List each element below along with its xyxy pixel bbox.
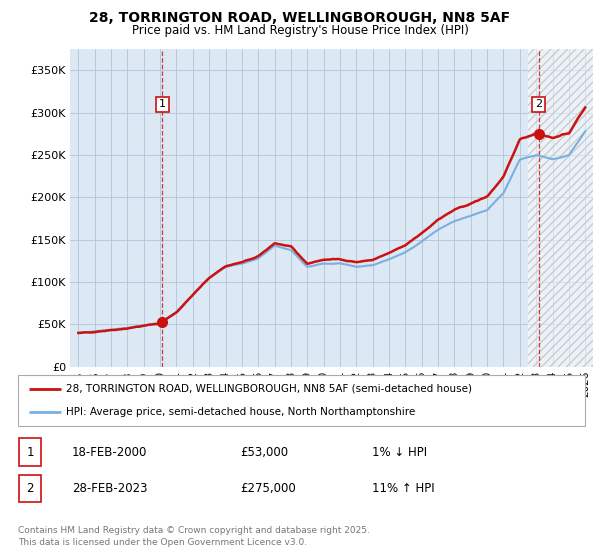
Text: 28-FEB-2023: 28-FEB-2023	[72, 482, 148, 495]
FancyBboxPatch shape	[19, 438, 41, 466]
Text: 1% ↓ HPI: 1% ↓ HPI	[372, 446, 427, 459]
Text: Contains HM Land Registry data © Crown copyright and database right 2025.
This d: Contains HM Land Registry data © Crown c…	[18, 526, 370, 547]
Text: £53,000: £53,000	[240, 446, 288, 459]
Text: 18-FEB-2000: 18-FEB-2000	[72, 446, 148, 459]
Text: £275,000: £275,000	[240, 482, 296, 495]
Text: 2: 2	[535, 99, 542, 109]
Text: 1: 1	[159, 99, 166, 109]
Text: 1: 1	[26, 446, 34, 459]
FancyBboxPatch shape	[19, 475, 41, 502]
Text: 28, TORRINGTON ROAD, WELLINGBOROUGH, NN8 5AF (semi-detached house): 28, TORRINGTON ROAD, WELLINGBOROUGH, NN8…	[66, 384, 472, 394]
Text: 11% ↑ HPI: 11% ↑ HPI	[372, 482, 434, 495]
Text: 2: 2	[26, 482, 34, 495]
Bar	[528, 49, 593, 367]
Text: 28, TORRINGTON ROAD, WELLINGBOROUGH, NN8 5AF: 28, TORRINGTON ROAD, WELLINGBOROUGH, NN8…	[89, 11, 511, 25]
Text: HPI: Average price, semi-detached house, North Northamptonshire: HPI: Average price, semi-detached house,…	[66, 407, 415, 417]
Text: Price paid vs. HM Land Registry's House Price Index (HPI): Price paid vs. HM Land Registry's House …	[131, 24, 469, 36]
Bar	[528, 49, 593, 367]
FancyBboxPatch shape	[18, 375, 585, 426]
